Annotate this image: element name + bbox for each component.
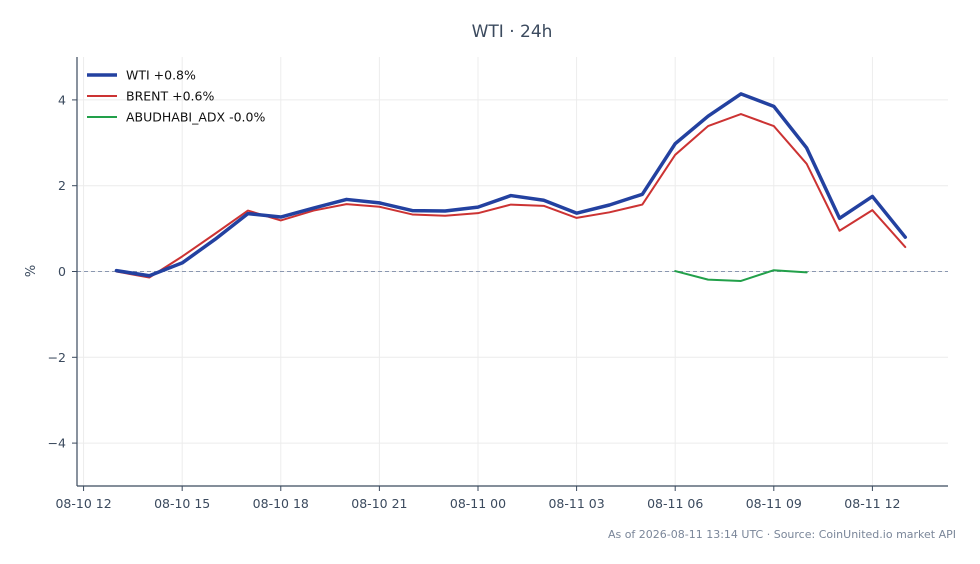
x-tick-label: 08-10 18 <box>253 496 309 511</box>
legend-label-abudhabi-adx: ABUDHABI_ADX -0.0% <box>126 110 265 125</box>
series-lines <box>114 92 908 282</box>
series-line-wti <box>114 92 908 278</box>
legend: WTI +0.8% BRENT +0.6% ABUDHABI_ADX -0.0% <box>87 68 265 125</box>
y-tick-label: 4 <box>58 92 66 107</box>
y-tick-label: 2 <box>58 178 66 193</box>
x-tick-label: 08-10 21 <box>351 496 407 511</box>
x-tick-label: 08-11 09 <box>746 496 802 511</box>
x-tick-label: 08-11 03 <box>548 496 604 511</box>
legend-label-wti: WTI +0.8% <box>126 68 196 83</box>
legend-label-brent: BRENT +0.6% <box>126 89 214 104</box>
y-tick-label: 0 <box>58 264 66 279</box>
x-tick-label: 08-10 15 <box>154 496 210 511</box>
chart-footer: As of 2026-08-11 13:14 UTC · Source: Coi… <box>608 528 956 541</box>
x-tick-label: 08-10 12 <box>55 496 111 511</box>
x-tick-label: 08-11 12 <box>844 496 900 511</box>
y-tick-label: −2 <box>48 350 66 365</box>
y-tick-label: −4 <box>48 436 66 451</box>
series-line-abudhabi-adx <box>674 269 808 282</box>
chart-title: WTI · 24h <box>472 22 553 42</box>
series-line-brent <box>115 113 907 279</box>
x-tick-label: 08-11 06 <box>647 496 703 511</box>
x-tick-label: 08-11 00 <box>450 496 506 511</box>
y-axis-label: % <box>24 265 39 277</box>
axes: 08-10 12 08-10 15 08-10 18 08-10 21 08-11 00… <box>48 57 948 511</box>
